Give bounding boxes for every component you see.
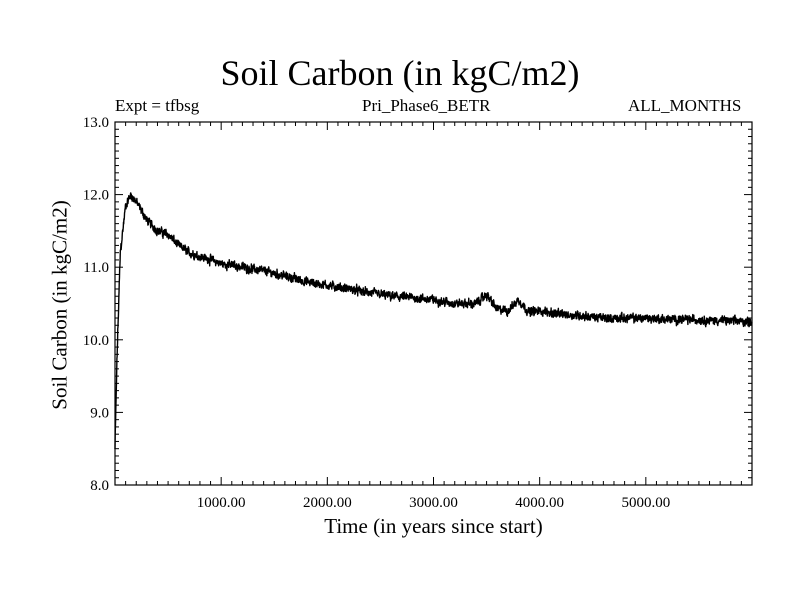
y-tick-label: 10.0 xyxy=(83,333,109,349)
x-tick-label: 4000.00 xyxy=(515,495,564,511)
tick-labels-group: 1000.00 2000.00 3000.00 4000.00 5000.00 8.0 9.… xyxy=(83,115,670,511)
y-tick-label: 11.0 xyxy=(83,260,109,276)
x-tick-label: 3000.00 xyxy=(409,495,458,511)
y-tick-label: 9.0 xyxy=(90,405,109,421)
x-tick-label: 2000.00 xyxy=(303,495,352,511)
chart-title: Soil Carbon (in kgC/m2) xyxy=(220,53,580,93)
run-label: Pri_Phase6_BETR xyxy=(362,96,491,115)
y-tick-label: 8.0 xyxy=(90,478,109,494)
series-line-soil-carbon xyxy=(114,192,753,450)
series-group xyxy=(114,192,753,450)
plot-frame xyxy=(114,121,753,486)
x-axis-label: Time (in years since start) xyxy=(324,514,543,538)
months-label: ALL_MONTHS xyxy=(628,96,742,115)
x-tick-label: 1000.00 xyxy=(197,495,246,511)
x-tick-label: 5000.00 xyxy=(621,495,670,511)
y-tick-label: 12.0 xyxy=(83,188,109,204)
y-tick-label: 13.0 xyxy=(83,115,109,131)
experiment-label: Expt = tfbsg xyxy=(115,96,200,115)
